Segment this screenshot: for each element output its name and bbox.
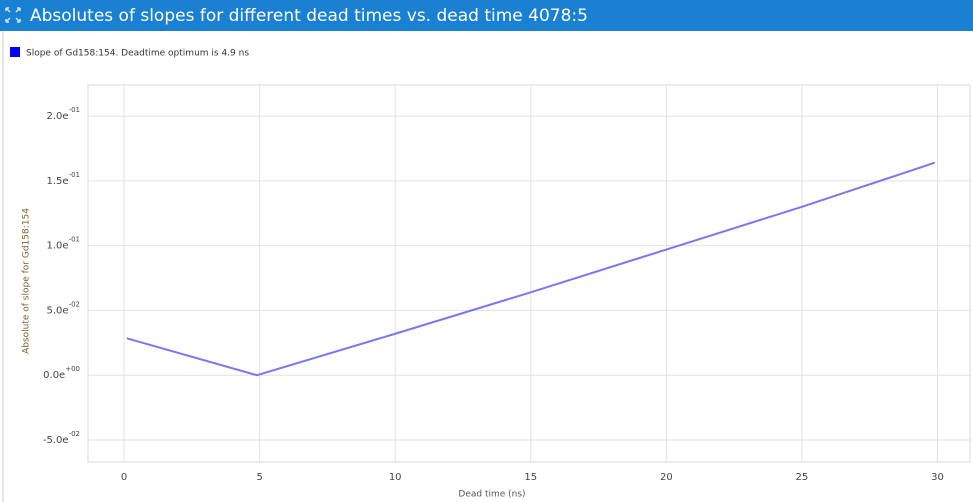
- series-line: [126, 161, 936, 377]
- legend-label: Slope of Gd158:154. Deadtime optimum is …: [26, 49, 249, 59]
- x-axis-label: Dead time (ns): [458, 490, 525, 500]
- x-tick-label: 25: [796, 472, 809, 483]
- y-tick-label: 1.0e-01: [47, 236, 81, 252]
- y-tick-label: 2.0e-01: [47, 106, 81, 122]
- x-tick-label: 20: [660, 472, 673, 483]
- y-axis-label: Absolute of slope for Gd158:154: [22, 208, 32, 354]
- y-tick-label: -5.0e-02: [43, 430, 80, 446]
- plot-area: [87, 84, 971, 463]
- x-tick-label: 30: [931, 472, 944, 483]
- x-tick-label: 10: [389, 472, 402, 483]
- chart-title: Absolutes of slopes for different dead t…: [30, 6, 588, 26]
- x-tick-label: 0: [121, 472, 127, 483]
- y-tick-label: 5.0e-02: [47, 300, 81, 316]
- x-tick-label: 5: [256, 472, 262, 483]
- legend-swatch: [10, 47, 20, 57]
- x-tick-label: 15: [524, 472, 537, 483]
- title-bar: [0, 0, 973, 31]
- expand-icon[interactable]: [5, 7, 21, 23]
- y-tick-label: 0.0e+00: [43, 365, 80, 381]
- y-tick-label: 1.5e-01: [47, 171, 81, 187]
